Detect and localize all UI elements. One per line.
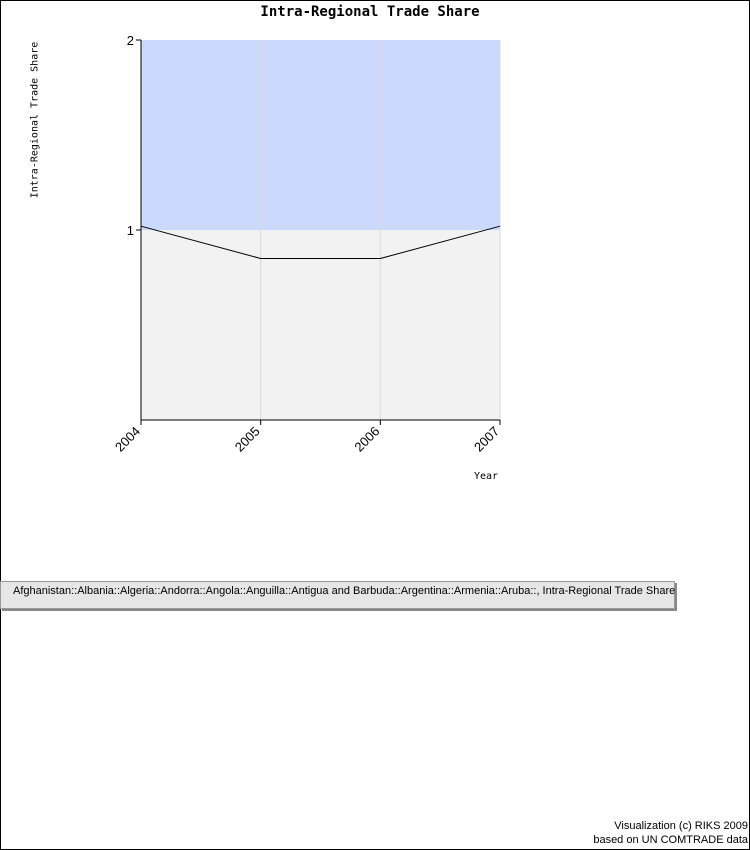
- y-tick-label: 1: [127, 223, 134, 238]
- x-tick-label: 2005: [232, 424, 263, 455]
- x-tick-label: 2007: [471, 424, 502, 455]
- y-tick-label: 2: [127, 33, 134, 48]
- chart-title: Intra-Regional Trade Share: [260, 4, 480, 20]
- credit-data-source: based on UN COMTRADE data: [593, 834, 748, 846]
- line-chart: 1 2 2004 2005 2006 2007: [112, 33, 502, 455]
- legend-entry: Afghanistan::Albania::Algeria::Andorra::…: [13, 585, 676, 597]
- x-tick-label: 2006: [351, 424, 382, 455]
- x-tick-label: 2004: [112, 424, 143, 455]
- legend-box: Afghanistan::Albania::Algeria::Andorra::…: [0, 581, 675, 609]
- highlight-band: [141, 40, 500, 230]
- x-axis-label: Year: [474, 471, 499, 482]
- credit-visualization: Visualization (c) RIKS 2009: [614, 820, 748, 832]
- series-line: [140, 225, 501, 259]
